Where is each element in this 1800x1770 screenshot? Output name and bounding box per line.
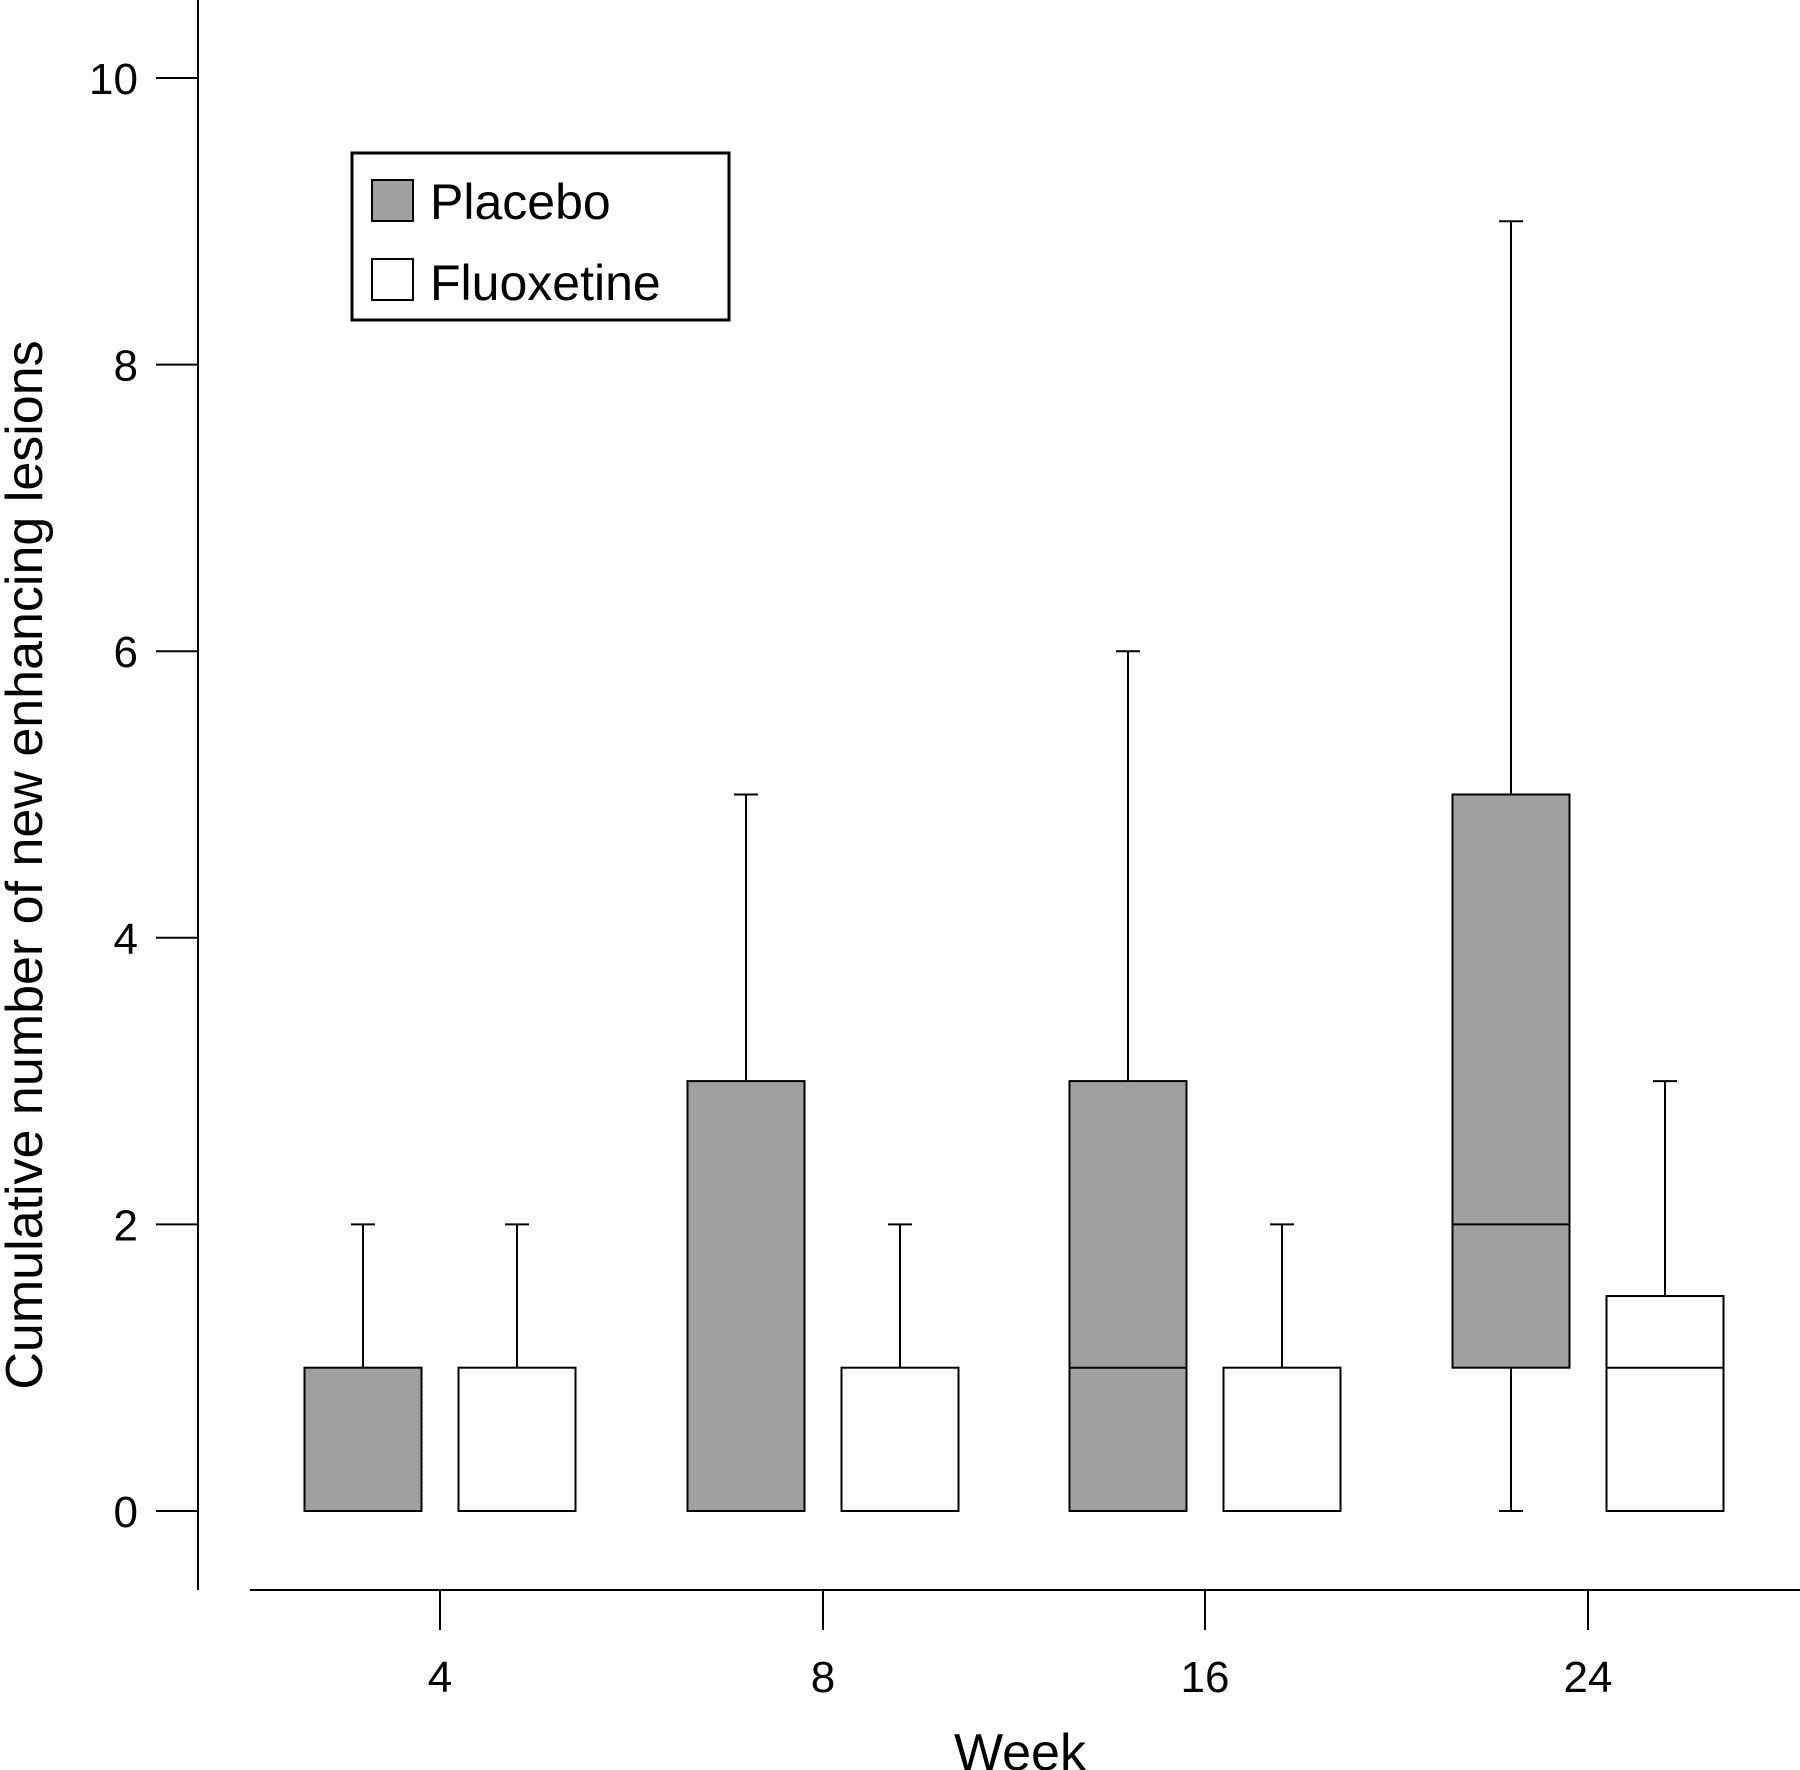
x-tick-label: 16 xyxy=(1181,1653,1230,1702)
legend-swatch-placebo xyxy=(371,179,414,222)
box-placebo-week-4 xyxy=(303,1223,423,1512)
y-tick-label: 4 xyxy=(114,915,138,964)
box-placebo-week-16 xyxy=(1068,650,1188,1512)
box-fluoxetine-week-24 xyxy=(1605,1080,1725,1513)
y-tick-label: 2 xyxy=(114,1201,138,1250)
box-placebo-week-24 xyxy=(1451,220,1571,1512)
legend-label-fluoxetine: Fluoxetine xyxy=(430,255,661,311)
legend-label-placebo: Placebo xyxy=(430,174,611,230)
y-tick-label: 0 xyxy=(114,1488,138,1537)
box-placebo-week-8 xyxy=(686,793,806,1512)
box-iqr xyxy=(1605,1295,1725,1513)
y-tick-label: 8 xyxy=(114,342,138,391)
box-iqr xyxy=(1068,1080,1188,1512)
legend-frame xyxy=(350,151,731,322)
box-iqr xyxy=(840,1366,960,1512)
y-tick-label: 6 xyxy=(114,628,138,677)
box-fluoxetine-week-4 xyxy=(457,1223,577,1512)
box-fluoxetine-week-8 xyxy=(840,1223,960,1512)
box-fluoxetine-week-16 xyxy=(1222,1223,1342,1512)
legend-swatch-fluoxetine xyxy=(371,258,414,301)
y-axis-title: Cumulative number of new enhancing lesio… xyxy=(0,340,54,1389)
legend: Placebo Fluoxetine xyxy=(350,151,731,322)
box-iqr xyxy=(457,1366,577,1512)
x-tick-label: 4 xyxy=(428,1653,452,1702)
x-tick-label: 8 xyxy=(811,1653,835,1702)
box-iqr xyxy=(1222,1366,1342,1512)
box-series xyxy=(303,220,1725,1513)
x-tick-label: 24 xyxy=(1564,1653,1613,1702)
y-tick-label: 10 xyxy=(89,55,138,104)
box-iqr xyxy=(686,1080,806,1512)
box-iqr xyxy=(1451,793,1571,1369)
x-axis-ticks: 4 8 16 24 xyxy=(428,1590,1613,1702)
y-axis-ticks: 0 2 4 6 8 10 xyxy=(89,55,198,1537)
x-axis-title: Week xyxy=(954,1724,1087,1770)
box-iqr xyxy=(303,1366,423,1512)
